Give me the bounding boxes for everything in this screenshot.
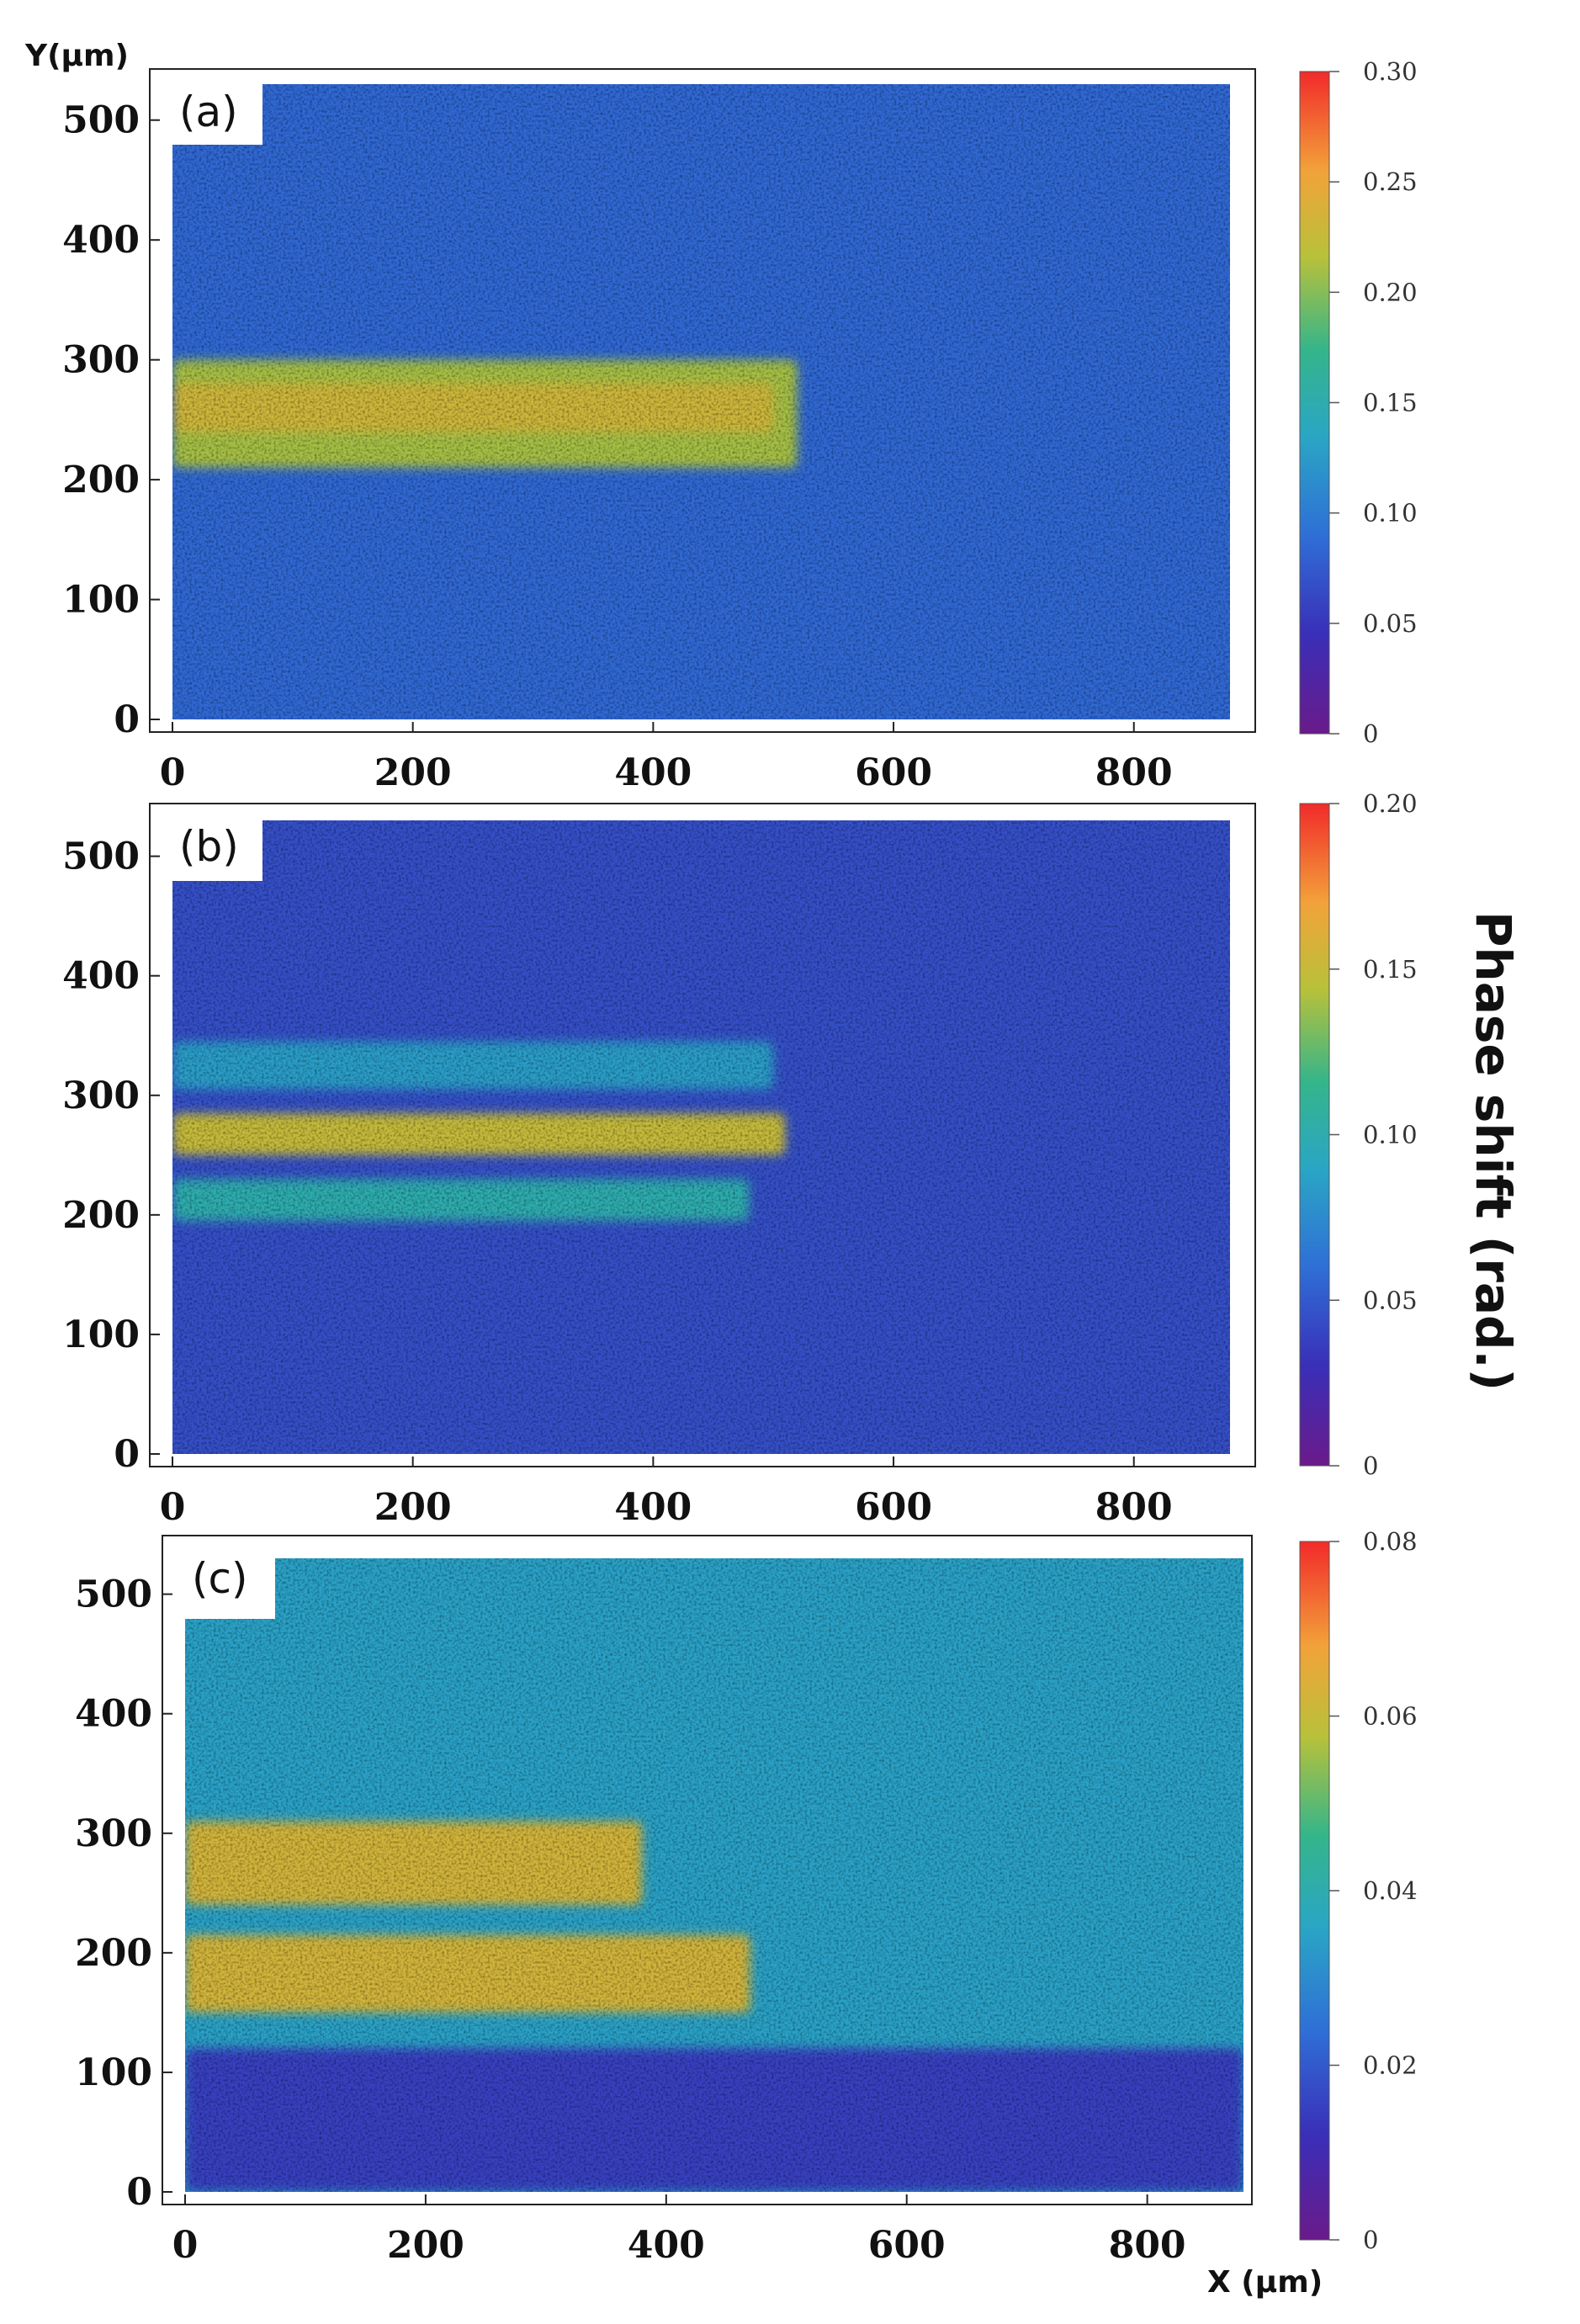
- colorbar-tick-label: 0.10: [1363, 1121, 1418, 1149]
- y-tick-label: 500: [62, 836, 140, 878]
- y-tick-label: 300: [75, 1812, 152, 1855]
- plot-frame: [162, 1535, 1253, 2205]
- x-tick-label: 0: [160, 1486, 186, 1529]
- image-notch: [151, 805, 262, 881]
- colorbar-tick-label: 0.04: [1363, 1876, 1418, 1905]
- x-tick-label: 200: [374, 1486, 452, 1529]
- x-tick-label: 200: [387, 2224, 464, 2267]
- y-tick-label: 500: [62, 99, 140, 142]
- x-tick-label: 600: [868, 2224, 946, 2267]
- heatmap-image: [185, 1558, 1243, 2192]
- y-tick-label: 500: [75, 1573, 152, 1616]
- y-tick-label: 400: [62, 219, 140, 262]
- image-notch: [164, 1537, 275, 1619]
- heatmap-bands: [185, 1821, 1243, 2192]
- heatmap-bands: [172, 359, 798, 468]
- x-tick-label: 600: [855, 751, 932, 794]
- y-tick-label: 200: [62, 459, 140, 501]
- colorbar-tick-label: 0.10: [1363, 499, 1418, 528]
- colorbar-tick-label: 0.08: [1363, 1527, 1418, 1556]
- heatmap-band: [172, 1113, 786, 1155]
- y-tick-label: 100: [62, 1313, 140, 1356]
- heatmap-band: [185, 1934, 750, 2013]
- y-axis-title: Y(μm): [24, 39, 129, 73]
- x-tick-label: 600: [855, 1486, 932, 1529]
- panel-label: (c): [192, 1554, 248, 1603]
- colorbar: [1299, 803, 1330, 1467]
- colorbar: [1299, 1541, 1330, 2241]
- y-tick-label: 300: [62, 339, 140, 382]
- y-tick-label: 100: [62, 579, 140, 622]
- x-tick-label: 800: [1095, 1486, 1173, 1529]
- colorbar-tick-label: 0: [1363, 2226, 1378, 2254]
- panel-a: (a) 0 200 400 600 800 0 100 200 300 400 500 0 0.05 0.1…: [62, 57, 1417, 794]
- colorbar-tick-label: 0.05: [1363, 609, 1418, 638]
- colorbar-title: Phase shift (rad.): [1465, 911, 1522, 1391]
- colorbar-tick-label: 0.25: [1363, 167, 1418, 196]
- heatmap-band: [185, 1821, 643, 1906]
- colorbar-tick-label: 0.15: [1363, 389, 1418, 417]
- x-tick-label: 800: [1095, 751, 1173, 794]
- x-tick-label: 0: [172, 2224, 199, 2267]
- y-tick-label: 400: [75, 1693, 152, 1736]
- colorbar-tick-label: 0.20: [1363, 278, 1418, 306]
- y-tick-label: 200: [62, 1194, 140, 1237]
- heatmap-band: [172, 1179, 750, 1221]
- x-axis-title: X (μm): [1207, 2265, 1323, 2300]
- y-tick-label: 0: [114, 698, 140, 741]
- panel-c: (c) 0 200 400 600 800 0 100 200 300 400 500 0 0.02 0.0…: [75, 1527, 1417, 2267]
- colorbar-tick-label: 0.06: [1363, 1702, 1418, 1731]
- heatmap-band: [172, 384, 774, 432]
- x-tick-label: 400: [614, 751, 692, 794]
- y-tick-label: 0: [114, 1433, 140, 1476]
- panel-label: (a): [179, 88, 238, 136]
- y-tick-label: 300: [62, 1074, 140, 1117]
- colorbar-tick-label: 0.15: [1363, 955, 1418, 984]
- colorbar-tick-label: 0.20: [1363, 789, 1418, 818]
- y-tick-label: 0: [126, 2171, 152, 2214]
- x-tick-label: 0: [160, 751, 186, 794]
- colorbar-tick-label: 0.05: [1363, 1286, 1418, 1314]
- colorbar: [1299, 71, 1330, 735]
- plot-frame: [149, 68, 1256, 733]
- x-tick-label: 400: [628, 2224, 705, 2267]
- y-tick-label: 100: [75, 2051, 152, 2094]
- heatmap-image: [172, 820, 1230, 1454]
- heatmap-band: [172, 1041, 774, 1090]
- x-tick-label: 400: [614, 1486, 692, 1529]
- heatmap-image: [172, 84, 1230, 719]
- panel-b: (b) 0 200 400 600 800 0 100 200 300 400 500 0 0.05 0.1…: [62, 789, 1417, 1529]
- colorbar-tick-label: 0.02: [1363, 2051, 1418, 2080]
- panels: (a) 0 200 400 600 800 0 100 200 300 400 500 0 0.05 0.1…: [62, 57, 1417, 2267]
- plot-frame: [149, 803, 1256, 1467]
- heatmap-band: [185, 2048, 1243, 2192]
- y-tick-label: 400: [62, 955, 140, 998]
- colorbar-tick-label: 0: [1363, 719, 1378, 748]
- y-tick-label: 200: [75, 1932, 152, 1975]
- image-notch: [151, 71, 262, 145]
- colorbar-tick-label: 0: [1363, 1451, 1378, 1480]
- colorbar-tick-label: 0.30: [1363, 57, 1418, 86]
- x-tick-label: 200: [374, 751, 452, 794]
- panel-label: (b): [179, 822, 239, 871]
- heatmap-bands: [172, 1041, 786, 1221]
- x-tick-label: 800: [1109, 2224, 1186, 2267]
